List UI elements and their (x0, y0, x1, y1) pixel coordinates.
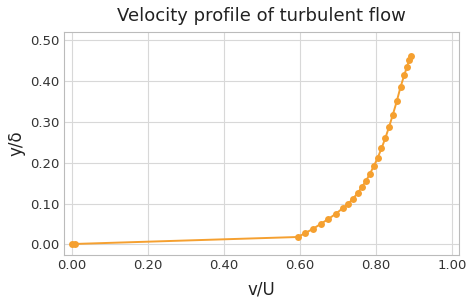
X-axis label: v/U: v/U (248, 280, 275, 298)
Title: Velocity profile of turbulent flow: Velocity profile of turbulent flow (117, 7, 406, 25)
Y-axis label: y/δ: y/δ (7, 131, 25, 156)
